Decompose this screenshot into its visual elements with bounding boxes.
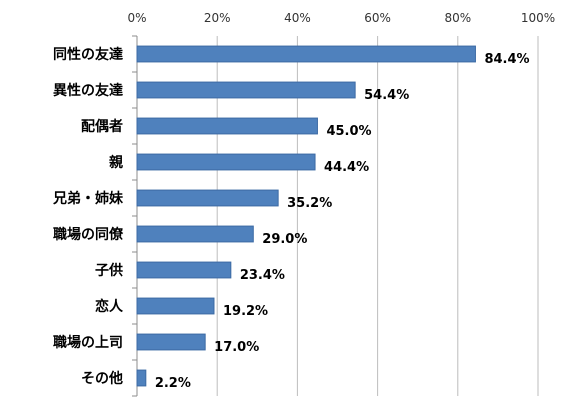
axes: 0% 20% 40% 60% 80% 100% [127,11,555,397]
value-label-5: 35.2% [287,196,332,211]
labels: 同性の友達 84.4% 異性の友達 54.4% 配偶者 45.0% 親 44.4% 兄弟・姉妹 3… [52,46,530,391]
bar-10 [136,369,147,387]
category-label-8: 恋人 [95,298,124,315]
value-label-8: 19.2% [223,304,268,319]
x-tick-label-100: 100% [521,11,555,25]
bar-3 [136,117,318,135]
x-tick-label-20: 20% [204,11,231,25]
category-label-2: 異性の友達 [53,82,123,99]
bar-2 [136,81,356,99]
value-label-6: 29.0% [262,232,307,247]
value-label-2: 54.4% [364,88,409,103]
value-label-3: 45.0% [326,124,371,139]
x-tick-label-60: 60% [364,11,391,25]
bar-9 [136,333,206,351]
value-label-10: 2.2% [155,376,191,391]
bar-7 [136,261,232,279]
category-label-3: 配偶者 [81,118,123,135]
bar-5 [136,189,279,207]
category-label-6: 職場の同僚 [53,226,124,243]
category-label-4: 親 [109,154,123,171]
x-tick-label-80: 80% [444,11,471,25]
value-label-4: 44.4% [324,160,369,175]
bar-1 [136,45,476,63]
bar-4 [136,153,316,171]
value-label-7: 23.4% [240,268,285,283]
category-label-7: 子供 [95,262,123,279]
bar-8 [136,297,215,315]
category-label-9: 職場の上司 [53,334,123,351]
bar-6 [136,225,254,243]
value-label-1: 84.4% [484,52,529,67]
bars [136,45,476,387]
x-tick-label-40: 40% [284,11,311,25]
value-label-9: 17.0% [214,340,259,355]
category-label-10: その他 [81,370,123,387]
category-label-1: 同性の友達 [53,46,123,63]
category-label-5: 兄弟・姉妹 [52,190,124,207]
x-tick-label-0: 0% [127,11,146,25]
